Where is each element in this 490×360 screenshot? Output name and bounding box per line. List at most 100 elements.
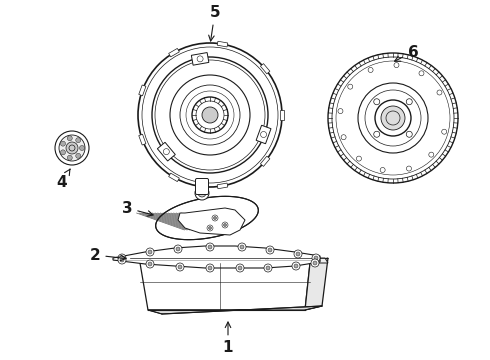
Polygon shape [169,173,179,181]
Circle shape [60,150,66,155]
Circle shape [313,261,317,265]
Circle shape [406,166,412,171]
Circle shape [441,129,447,134]
Circle shape [214,216,217,220]
Circle shape [437,90,442,95]
Circle shape [375,100,411,136]
Circle shape [294,250,302,258]
Circle shape [264,264,272,272]
Circle shape [174,245,182,253]
Circle shape [148,250,152,254]
Text: 1: 1 [223,322,233,356]
Circle shape [146,260,154,268]
Circle shape [60,141,66,146]
Circle shape [348,84,353,89]
Circle shape [368,67,373,72]
Circle shape [380,167,385,172]
Polygon shape [169,48,179,57]
Circle shape [223,224,226,226]
Circle shape [176,263,184,271]
Circle shape [406,131,412,137]
Polygon shape [130,258,328,263]
Circle shape [120,258,124,262]
Circle shape [222,222,228,228]
Circle shape [358,83,428,153]
Text: 2: 2 [90,248,126,262]
Circle shape [212,215,218,221]
Circle shape [206,243,214,251]
Circle shape [266,246,274,254]
Circle shape [192,97,228,133]
Circle shape [240,245,244,249]
Circle shape [59,135,85,161]
Circle shape [67,155,72,160]
Circle shape [266,266,270,270]
Circle shape [294,264,298,268]
Polygon shape [192,53,209,65]
Circle shape [208,266,212,270]
Circle shape [202,107,218,123]
Text: 5: 5 [209,5,221,41]
Circle shape [146,248,154,256]
Polygon shape [260,156,270,166]
Circle shape [66,142,78,154]
Text: 4: 4 [57,169,70,189]
Circle shape [381,106,405,130]
Circle shape [209,226,212,230]
Circle shape [163,149,170,155]
Circle shape [206,264,214,272]
Circle shape [67,136,72,141]
Polygon shape [156,196,258,240]
Polygon shape [178,208,245,235]
Polygon shape [217,41,228,47]
Circle shape [356,156,362,161]
Circle shape [178,265,182,269]
Circle shape [198,189,206,197]
Polygon shape [260,64,270,74]
Circle shape [374,99,380,105]
Circle shape [238,243,246,251]
Circle shape [120,256,124,260]
Text: 3: 3 [122,201,153,216]
Circle shape [238,266,242,270]
Circle shape [118,254,126,262]
Circle shape [374,131,380,137]
Circle shape [76,138,81,143]
Polygon shape [113,246,320,268]
Circle shape [406,99,412,105]
Circle shape [268,248,272,252]
Circle shape [55,131,89,165]
Polygon shape [148,306,322,314]
Circle shape [328,53,458,183]
Circle shape [338,109,343,114]
Circle shape [429,152,434,157]
Circle shape [118,256,126,264]
Circle shape [311,259,319,267]
Circle shape [152,57,268,173]
Polygon shape [157,142,175,161]
Polygon shape [217,183,228,189]
Circle shape [394,63,399,68]
Circle shape [170,75,250,155]
Circle shape [76,153,81,158]
Text: 6: 6 [394,45,418,61]
Polygon shape [139,134,146,145]
Circle shape [195,186,209,200]
Circle shape [341,135,346,140]
Circle shape [261,131,267,138]
Polygon shape [305,258,328,310]
Polygon shape [139,85,146,96]
Circle shape [148,262,152,266]
FancyBboxPatch shape [196,179,209,194]
Circle shape [176,247,180,251]
Circle shape [197,56,203,62]
Circle shape [207,225,213,231]
Circle shape [236,264,244,272]
Polygon shape [140,263,310,310]
Circle shape [79,145,84,150]
Circle shape [292,262,300,270]
Circle shape [296,252,300,256]
Circle shape [419,71,424,76]
Circle shape [314,256,318,260]
Circle shape [312,254,320,262]
